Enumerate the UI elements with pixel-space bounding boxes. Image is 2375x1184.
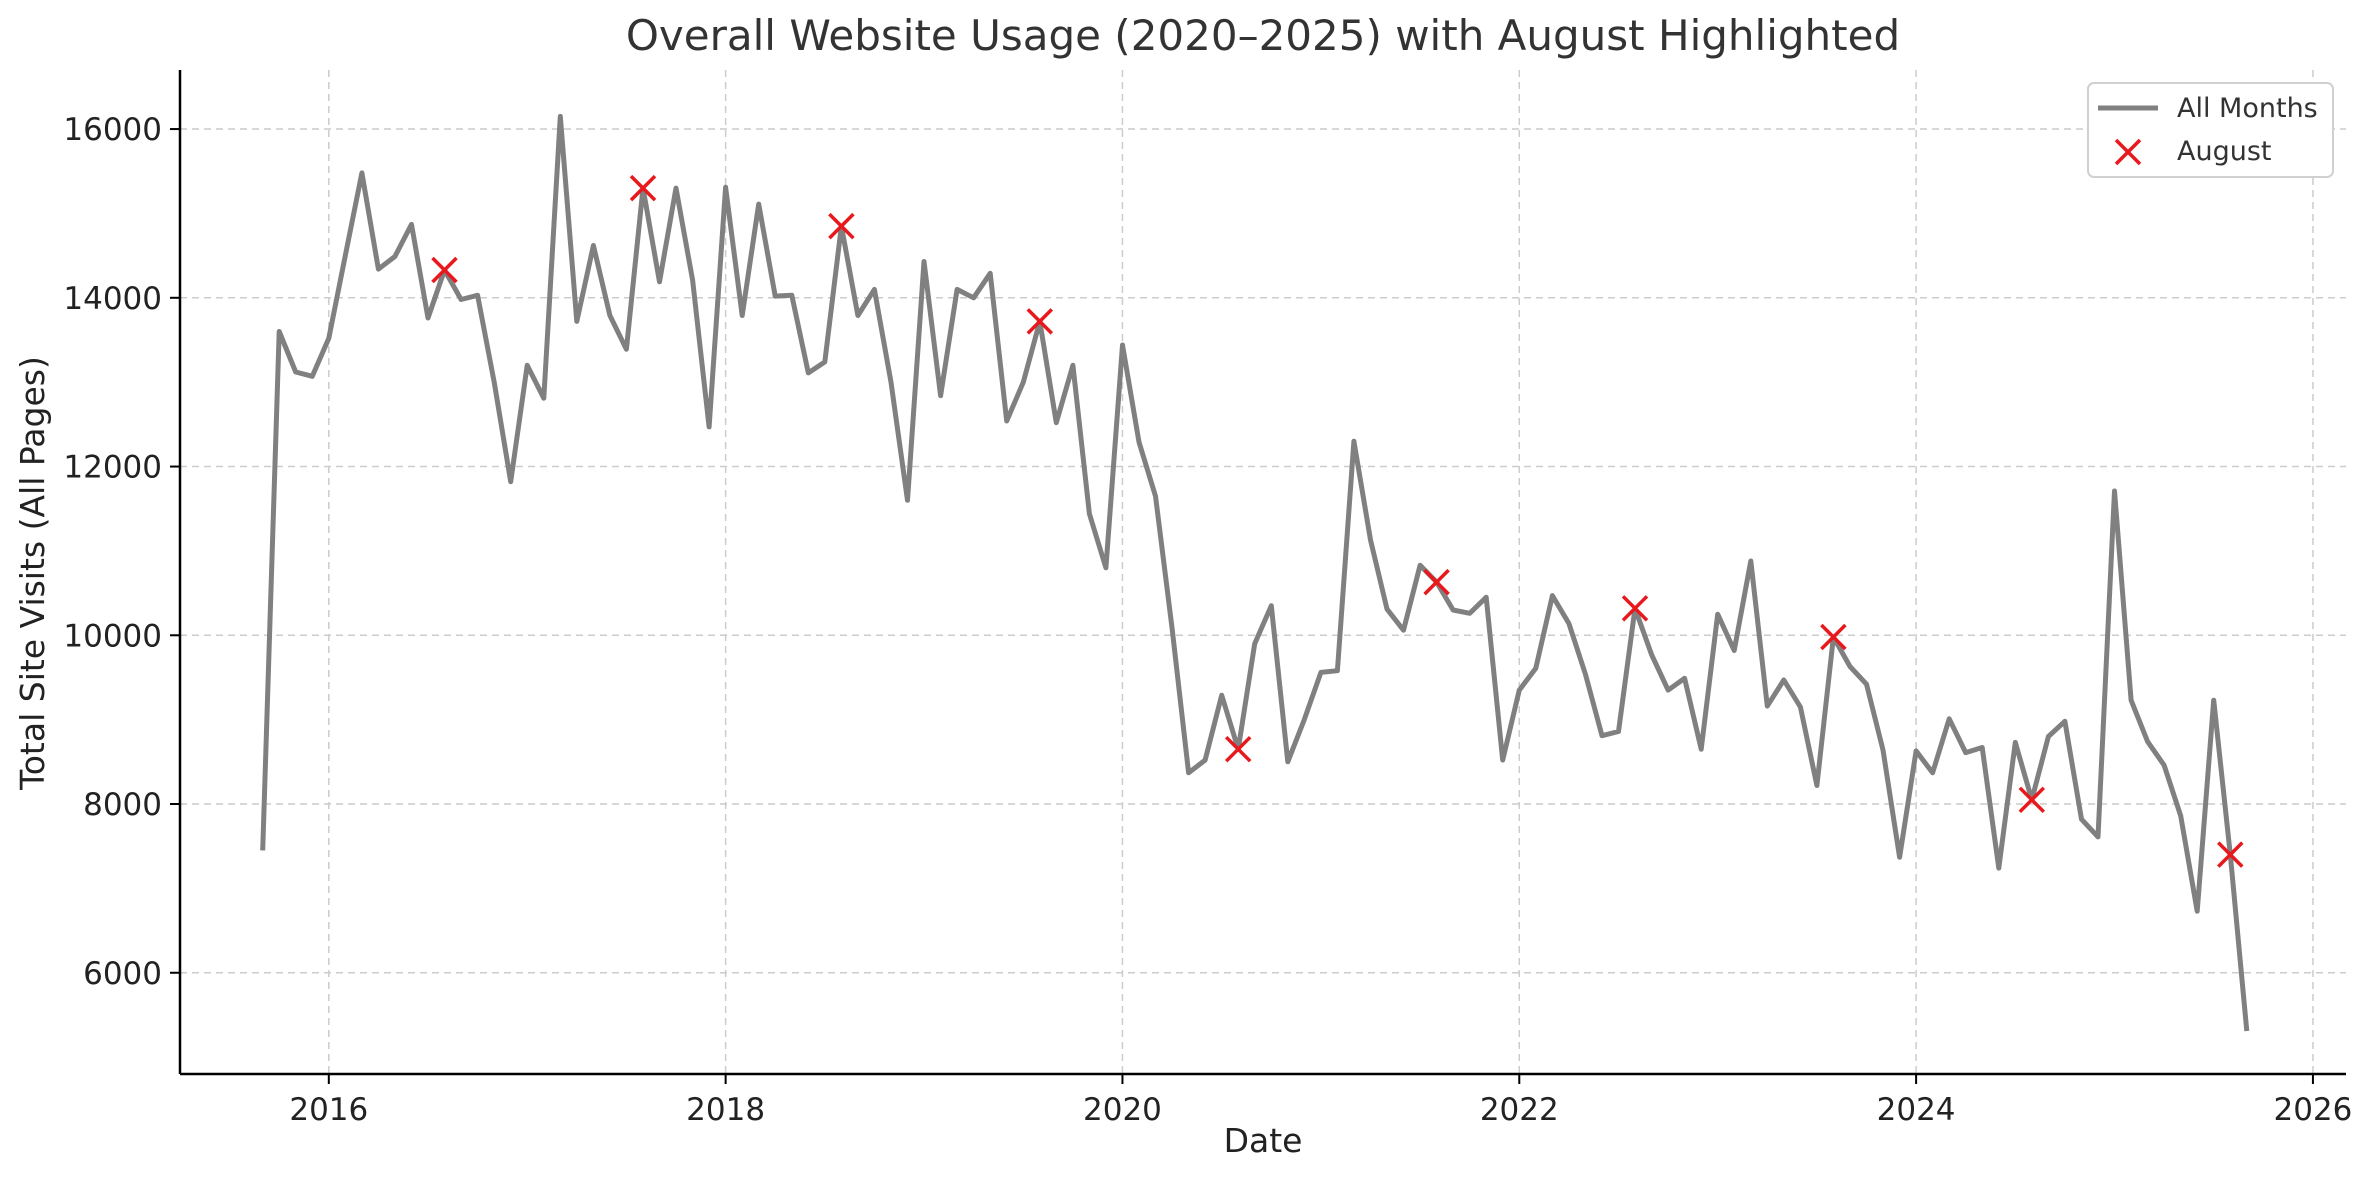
data-layer [260,113,2250,1032]
series-line-all-months [260,113,2250,1032]
august-marker [1224,735,1252,763]
chart-title: Overall Website Usage (2020–2025) with A… [626,11,1900,60]
x-tick-label: 2026 [2273,1092,2352,1128]
y-tick-label: 14000 [63,281,162,317]
x-tick-label: 2020 [1083,1092,1162,1128]
y-tick-label: 12000 [63,450,162,486]
x-tick-label: 2024 [1877,1092,1956,1128]
august-marker [1820,623,1847,651]
august-marker [1621,595,1649,622]
august-marker [1026,308,1054,335]
y-tick-label: 6000 [83,956,162,992]
legend-entry-all-months: All Months [2177,93,2318,124]
y-tick-label: 8000 [83,787,162,823]
legend: All Months August [2087,82,2334,178]
grid-layer [180,70,2346,1074]
x-axis-label: Date [1224,1121,1303,1160]
august-marker [431,256,458,284]
y-tick-label: 10000 [63,618,162,654]
august-marker [828,212,855,240]
legend-entry-august: August [2177,136,2272,167]
x-tick-label: 2018 [686,1092,765,1128]
august-marker [629,174,657,202]
y-tick-label: 16000 [63,112,162,148]
august-marker [1423,568,1450,596]
y-axis-label: Total Site Visits (All Pages) [13,356,52,791]
august-marker [2217,841,2244,868]
august-marker [2018,786,2046,814]
x-tick-label: 2022 [1480,1092,1559,1128]
x-tick-label: 2016 [289,1092,368,1128]
axes-layer: 2016 2018 2020 2022 2024 2026 6000 8000 10000 120… [63,70,2352,1128]
legend-x-marker-swatch [2114,138,2142,166]
